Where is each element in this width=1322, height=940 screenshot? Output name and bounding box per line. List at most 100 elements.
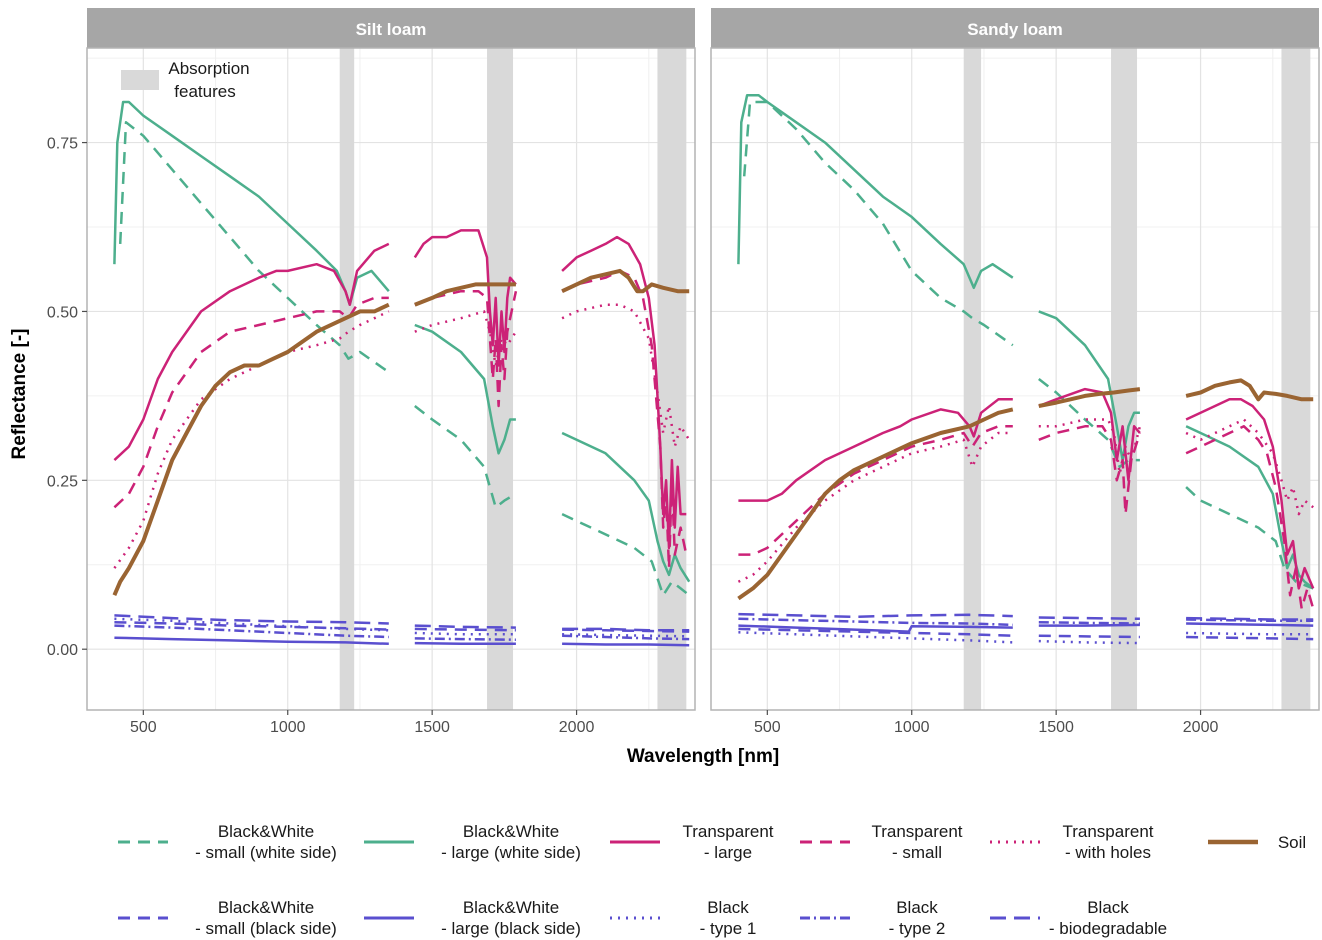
panel-title: Sandy loam — [967, 20, 1062, 39]
series-line — [414, 323, 516, 455]
legend-label-line2: - type 1 — [700, 919, 757, 938]
series-line — [414, 624, 516, 629]
series-bw_small_black — [738, 627, 1314, 641]
panels-layer: Silt loam 500 1000 1500 2000 0.00 0.25 0.50 0.75… — [47, 8, 1320, 736]
legend-label-line2: - small — [892, 843, 942, 862]
series-black_t2 — [738, 617, 1314, 627]
legend-label-line2: - large (black side) — [441, 919, 581, 938]
absorption-band — [1111, 48, 1138, 710]
series-line — [562, 633, 690, 638]
legend-label-line2: - biodegradable — [1049, 919, 1167, 938]
series-tr_holes — [113, 303, 691, 569]
series-line — [738, 624, 1013, 633]
series-line — [562, 634, 690, 641]
absorption-label-line2: features — [174, 82, 235, 101]
series-line — [1038, 310, 1140, 462]
x-tick-label: 1500 — [414, 719, 450, 736]
series-line — [1038, 387, 1141, 408]
legend-label-line1: Transparent — [871, 822, 962, 841]
series-line — [1038, 620, 1140, 625]
y-axis-title: Reflectance [-] — [9, 329, 30, 460]
y-tick-label: 0.75 — [47, 136, 78, 153]
legend: Black&White - small (white side) Black&Whi… — [118, 822, 1306, 938]
series-line — [738, 617, 1013, 627]
legend-label-line1: Transparent — [682, 822, 773, 841]
absorption-key — [121, 70, 159, 90]
series-line — [738, 612, 1013, 619]
y-tick-label: 0.50 — [47, 304, 78, 321]
series-line — [413, 229, 517, 367]
legend-item-black_t1: Black - type 1 — [610, 898, 756, 938]
x-axis-title: Wavelength [nm] — [627, 746, 779, 767]
series-bw_small_black — [114, 620, 690, 633]
series-line — [561, 303, 691, 448]
series-tr_large — [113, 229, 687, 550]
series-line — [561, 235, 687, 550]
absorption-band — [339, 48, 355, 710]
series-line — [1186, 635, 1314, 641]
series-line — [1186, 631, 1314, 636]
legend-label-line1: Black — [896, 898, 938, 917]
legend-label-line1: Black — [707, 898, 749, 917]
series-line — [414, 641, 516, 646]
legend-label-line1: Soil — [1278, 833, 1306, 852]
series-line — [414, 289, 518, 408]
series-black_t2 — [114, 624, 690, 641]
series-tr_large — [738, 387, 1315, 590]
series-line — [113, 310, 390, 569]
series-line — [1185, 378, 1314, 402]
series-bw_large_black — [114, 636, 690, 647]
absorption-band — [657, 48, 687, 710]
legend-label-line1: Black — [1087, 898, 1129, 917]
series-line — [1186, 622, 1314, 627]
legend-label-line1: Black&White — [463, 898, 559, 917]
x-tick-label: 500 — [754, 719, 781, 736]
series-line — [113, 242, 390, 462]
series-line — [561, 269, 688, 570]
series-line — [414, 627, 516, 632]
series-bw_large_white — [113, 100, 691, 583]
series-line — [1038, 634, 1140, 639]
x-tick-label: 500 — [130, 719, 157, 736]
series-line — [114, 636, 389, 646]
series-line — [414, 637, 516, 641]
series-line — [1185, 425, 1315, 610]
legend-label-line2: - small (black side) — [195, 919, 337, 938]
series-black_t1 — [114, 617, 690, 638]
series-line — [738, 425, 1013, 556]
series-line — [114, 624, 389, 639]
legend-item-black_bio: Black - biodegradable — [990, 898, 1167, 938]
series-line — [561, 512, 690, 597]
x-tick-label: 2000 — [1183, 719, 1219, 736]
panel-0: Silt loam 500 1000 1500 2000 0.00 0.25 0.50 0.75… — [47, 8, 696, 736]
legend-item-tr_small: Transparent - small — [800, 822, 963, 862]
x-tick-label: 1000 — [894, 719, 930, 736]
series-line — [112, 302, 390, 596]
series-line — [561, 431, 691, 583]
series-line — [118, 121, 390, 374]
series-line — [414, 310, 517, 367]
absorption-band — [963, 48, 982, 710]
legend-label-line1: Black&White — [218, 822, 314, 841]
series-line — [1038, 425, 1142, 516]
series-line — [114, 614, 389, 625]
panel-strip — [87, 8, 695, 48]
legend-label-line1: Black&White — [463, 822, 559, 841]
series-line — [737, 407, 1014, 601]
series-black_bio — [738, 612, 1314, 621]
series-line — [562, 642, 690, 647]
legend-item-bw_large_white: Black&White - large (white side) — [364, 822, 581, 862]
series-line — [114, 617, 389, 632]
series-line — [737, 94, 1014, 290]
legend-label-line1: Black&White — [218, 898, 314, 917]
y-tick-label: 0.00 — [47, 642, 78, 659]
legend-label-line2: - small (white side) — [195, 843, 337, 862]
legend-label-line2: - large — [704, 843, 752, 862]
series-bw_large_white — [737, 94, 1314, 590]
series-line — [1186, 618, 1314, 623]
series-line — [1038, 616, 1140, 621]
legend-item-tr_holes: Transparent - with holes — [990, 822, 1154, 862]
series-bw_small_white — [118, 121, 690, 597]
y-tick-label: 0.25 — [47, 473, 78, 490]
